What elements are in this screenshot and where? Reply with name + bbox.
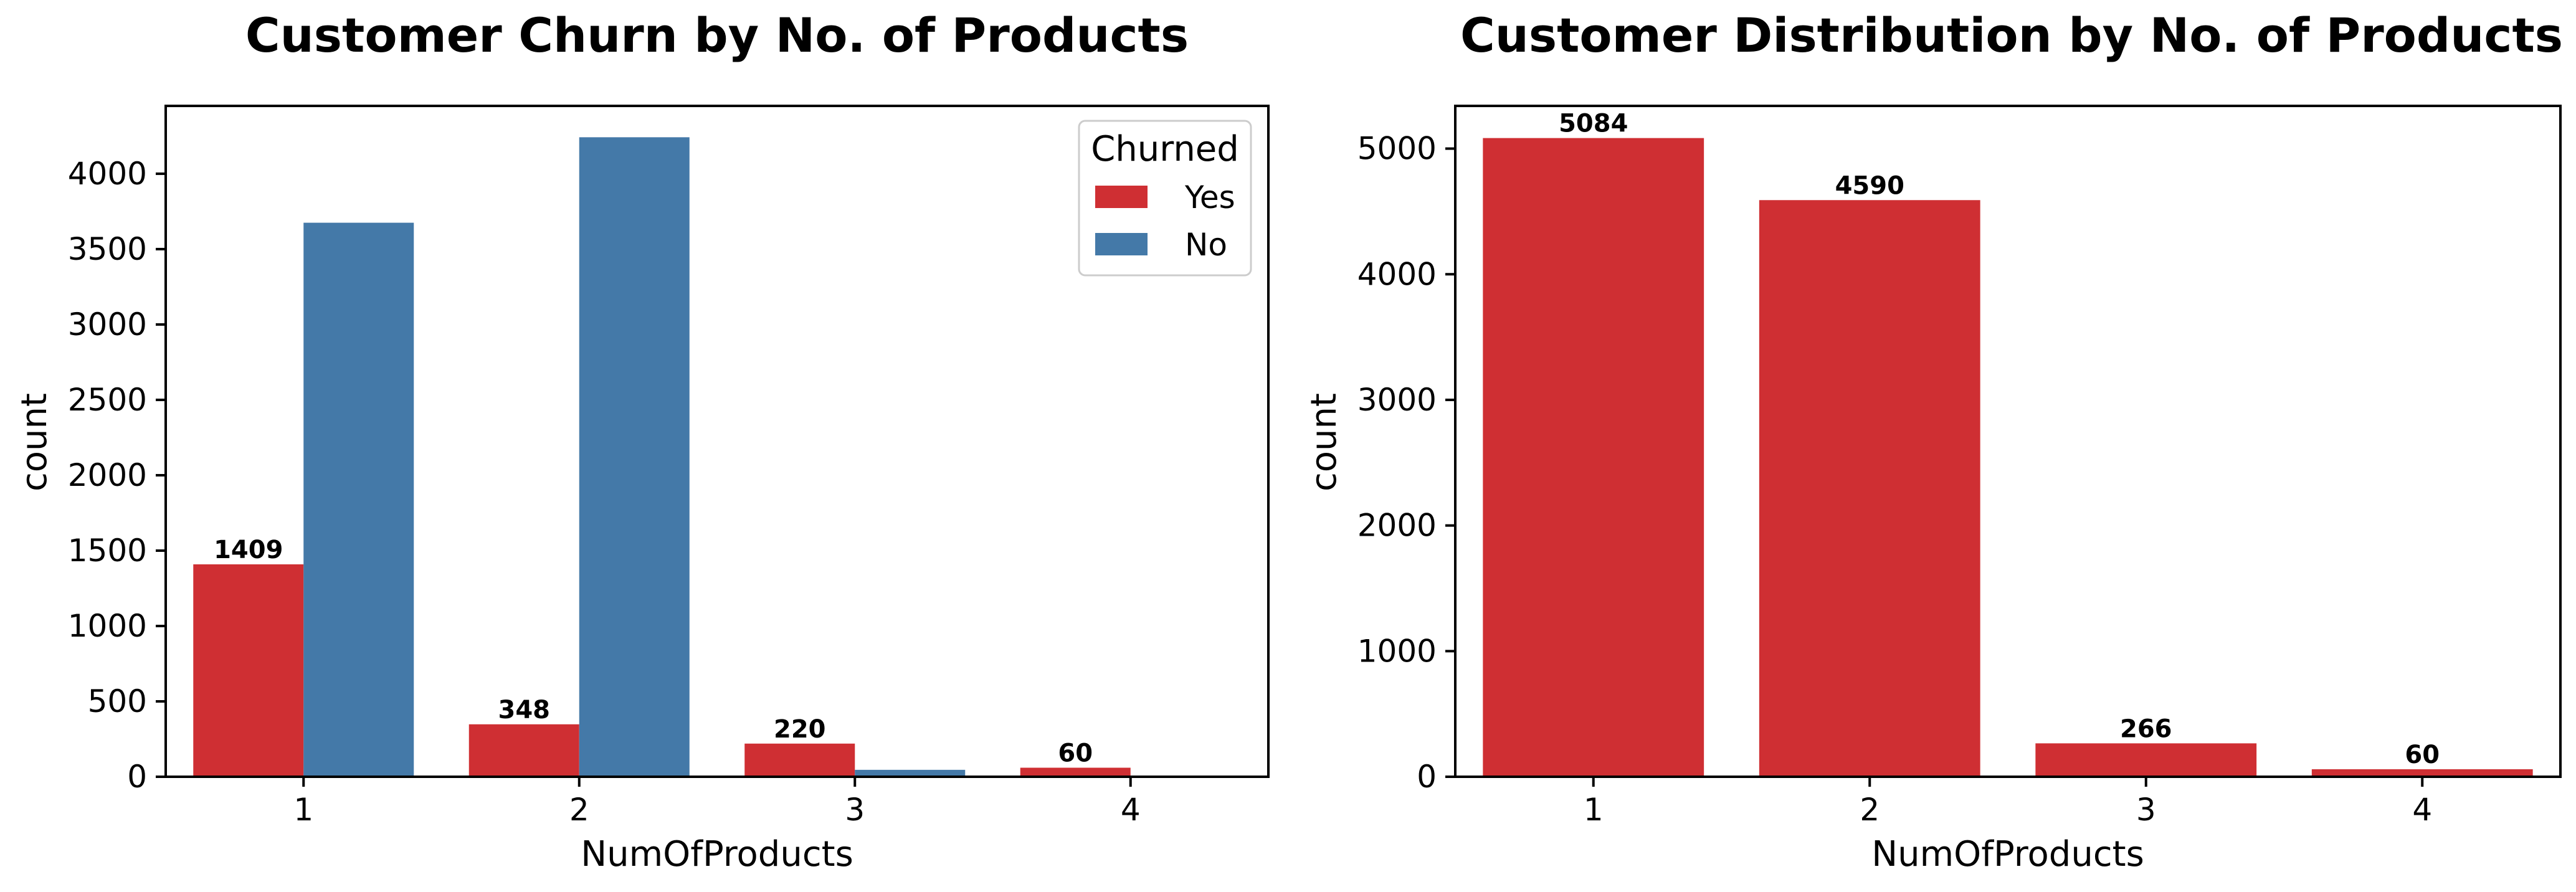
data-label: 220	[774, 715, 826, 744]
y-tick-label: 0	[127, 759, 147, 795]
churn-chart: Customer Churn by No. of Products 140934…	[14, 7, 1270, 875]
bar-yes-4	[1020, 767, 1131, 777]
x-tick-label: 1	[1584, 792, 1604, 828]
data-label: 1409	[214, 536, 283, 564]
y-tick-label: 500	[88, 683, 147, 719]
y-tick-label: 1000	[1357, 633, 1437, 669]
y-tick-label: 2500	[68, 382, 147, 418]
chart-title: Customer Distribution by No. of Products	[1460, 7, 2563, 63]
bar-no-1	[303, 222, 414, 777]
x-tick-label: 4	[2412, 792, 2432, 828]
y-tick-label: 3000	[1357, 382, 1437, 418]
data-label: 348	[498, 696, 551, 724]
bar-no-3	[855, 769, 966, 777]
bar-4	[2311, 769, 2533, 777]
bar-3	[2035, 743, 2257, 777]
data-label: 60	[1058, 739, 1093, 767]
bar-no-2	[579, 137, 690, 777]
x-tick-label: 2	[1860, 792, 1880, 828]
bar-2	[1759, 200, 1980, 777]
data-label: 5084	[1559, 110, 1628, 138]
y-tick-label: 0	[1417, 759, 1437, 795]
chart-title: Customer Churn by No. of Products	[245, 7, 1189, 63]
data-label: 266	[2120, 714, 2172, 743]
y-tick-label: 4000	[68, 156, 147, 192]
y-tick-label: 5000	[1357, 131, 1437, 167]
x-tick-label: 4	[1121, 792, 1141, 828]
x-tick-label: 1	[293, 792, 313, 828]
bar-1	[1483, 138, 1704, 777]
x-tick-label: 3	[845, 792, 865, 828]
legend-label-yes: Yes	[1184, 179, 1235, 216]
legend: Churned Yes No	[1078, 120, 1252, 277]
y-tick-label: 3500	[68, 231, 147, 267]
x-axis-label: NumOfProducts	[1871, 834, 2144, 875]
x-axis-label: NumOfProducts	[581, 834, 853, 875]
x-tick-label: 3	[2136, 792, 2156, 828]
legend-label-no: No	[1185, 227, 1227, 263]
data-label: 4590	[1835, 171, 1904, 200]
y-tick-label: 2000	[1357, 508, 1437, 544]
plot-frame	[164, 105, 1270, 778]
legend-swatch-no	[1095, 233, 1148, 255]
data-label: 60	[2405, 741, 2440, 769]
plot-frame	[1454, 105, 2562, 778]
y-tick-label: 2000	[68, 457, 147, 493]
bar-yes-2	[468, 724, 579, 777]
y-tick-label: 1500	[68, 533, 147, 569]
x-tick-label: 2	[569, 792, 589, 828]
y-tick-label: 3000	[68, 306, 147, 343]
y-tick-label: 1000	[68, 608, 147, 644]
legend-title: Churned	[1091, 129, 1239, 169]
legend-swatch-yes	[1095, 186, 1148, 208]
distribution-chart: Customer Distribution by No. of Products…	[1304, 7, 2563, 875]
bar-yes-1	[193, 564, 304, 777]
y-axis-label: count	[1304, 393, 1344, 491]
y-axis-label: count	[14, 393, 55, 491]
bar-yes-3	[744, 743, 855, 777]
y-tick-label: 4000	[1357, 256, 1437, 292]
